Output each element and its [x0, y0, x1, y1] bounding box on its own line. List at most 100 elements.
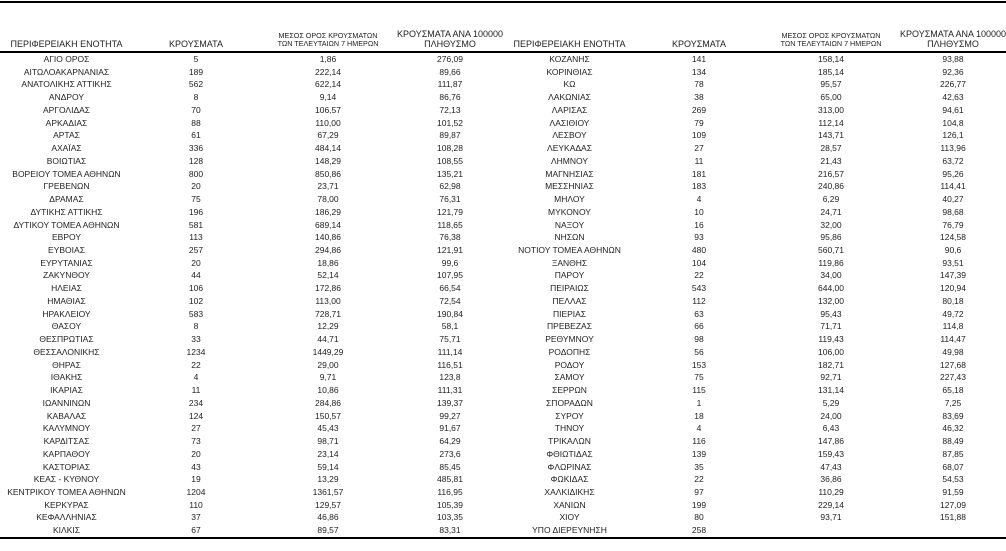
avg7-cell: 113,00 — [315, 295, 341, 306]
avg7-cell: 182,71 — [818, 359, 844, 370]
avg7-cell: 24,00 — [820, 410, 842, 421]
per100k-cell: 113,96 — [940, 143, 966, 154]
table-row: ΘΑΣΟΥ 8 12,29 58,1 — [0, 320, 503, 333]
cases-cell: 4 — [696, 423, 702, 434]
cases-cell: 35 — [694, 461, 704, 472]
cases-cell: 61 — [191, 130, 201, 141]
cases-cell: 27 — [694, 143, 704, 154]
cases-cell: 8 — [193, 321, 199, 332]
region-cell: ΚΑΡΠΑΘΟΥ — [42, 448, 91, 459]
region-cell: ΕΥΡΥΤΑΝΙΑΣ — [40, 257, 93, 268]
per100k-cell — [900, 524, 1006, 538]
table-row: ΑΡΓΟΛΙΔΑΣ 70 106,57 72,13 — [0, 104, 503, 117]
cases-cell: 8 — [193, 92, 199, 103]
per100k-cell: 111,14 — [437, 346, 463, 357]
region-cell: ΚΙΛΚΙΣ — [53, 525, 80, 536]
table-row: ΝΗΣΩΝ 93 95,86 124,58 — [503, 231, 1006, 244]
avg7-cell: 185,14 — [818, 66, 844, 77]
table-row: ΝΑΞΟΥ 16 32,00 76,79 — [503, 219, 1006, 232]
region-cell: ΚΑΒΑΛΑΣ — [46, 410, 87, 421]
region-cell: ΗΡΑΚΛΕΙΟΥ — [42, 308, 91, 319]
avg7-cell: 92,71 — [820, 372, 842, 383]
cases-cell: 22 — [694, 474, 704, 485]
table-row: ΗΜΑΘΙΑΣ 102 113,00 72,54 — [0, 295, 503, 308]
avg7-cell: 59,14 — [317, 461, 339, 472]
avg7-cell: 12,29 — [317, 321, 339, 332]
region-cell: ΠΡΕΒΕΖΑΣ — [547, 321, 592, 332]
per100k-cell: 80,18 — [942, 295, 964, 306]
region-cell: ΣΕΡΡΩΝ — [552, 385, 587, 396]
avg7-cell: 1449,29 — [312, 346, 344, 357]
avg7-cell: 284,86 — [315, 397, 341, 408]
table-row: ΚΕΦΑΛΛΗΝΙΑΣ 37 46,86 103,35 — [0, 511, 503, 524]
cases-cell: 22 — [191, 359, 201, 370]
per100k-cell: 120,94 — [940, 283, 966, 294]
region-cell: ΑΝΑΤΟΛΙΚΗΣ ΑΤΤΙΚΗΣ — [21, 79, 112, 90]
per100k-cell: 65,18 — [942, 385, 964, 396]
table-row: ΔΥΤΙΚΟΥ ΤΟΜΕΑ ΑΘΗΝΩΝ 581 689,14 118,65 — [0, 219, 503, 232]
table-row: ΚΑΛΥΜΝΟΥ 27 45,43 91,67 — [0, 422, 503, 435]
table-row: ΤΗΝΟΥ 4 6,43 46,32 — [503, 422, 1006, 435]
avg7-cell: 148,29 — [315, 155, 341, 166]
table-row: ΠΕΛΛΑΣ 112 132,00 80,18 — [503, 295, 1006, 308]
per100k-cell: 124,58 — [940, 232, 966, 243]
avg7-cell: 93,71 — [820, 512, 842, 523]
per100k-cell: 114,8 — [942, 321, 964, 332]
per100k-cell: 111,31 — [437, 385, 463, 396]
per100k-cell: 42,63 — [942, 92, 964, 103]
cases-cell: 183 — [691, 181, 707, 192]
table-row: ΚΑΣΤΟΡΙΑΣ 43 59,14 85,45 — [0, 461, 503, 474]
region-cell: ΑΡΤΑΣ — [53, 130, 80, 141]
table-row: ΠΡΕΒΕΖΑΣ 66 71,71 114,8 — [503, 320, 1006, 333]
cases-cell: 102 — [188, 295, 204, 306]
per100k-cell: 107,95 — [437, 270, 463, 281]
table-row: ΛΕΥΚΑΔΑΣ 27 28,57 113,96 — [503, 142, 1006, 155]
per100k-cell: 76,38 — [439, 232, 461, 243]
avg7-cell: 484,14 — [315, 143, 341, 154]
per100k-cell: 111,87 — [437, 79, 463, 90]
per100k-cell: 127,68 — [940, 359, 966, 370]
table-row: ΛΑΣΙΘΙΟΥ 79 112,14 104,8 — [503, 117, 1006, 130]
per100k-cell: 95,26 — [942, 168, 964, 179]
avg7-cell: 132,00 — [818, 295, 844, 306]
table-row: ΧΑΛΚΙΔΙΚΗΣ 97 110,29 91,59 — [503, 486, 1006, 499]
avg7-cell: 186,29 — [315, 206, 341, 217]
avg7-cell: 119,43 — [818, 334, 844, 345]
per100k-cell: 99,6 — [441, 257, 459, 268]
cases-cell: 33 — [191, 334, 201, 345]
table-row: ΡΕΘΥΜΝΟΥ 98 119,43 114,47 — [503, 333, 1006, 346]
table-row: ΔΥΤΙΚΗΣ ΑΤΤΙΚΗΣ 196 186,29 121,79 — [0, 206, 503, 219]
per100k-cell: 123,8 — [439, 372, 461, 383]
table-row: ΒΟΙΩΤΙΑΣ 128 148,29 108,55 — [0, 155, 503, 168]
avg7-cell: 29,00 — [317, 359, 339, 370]
per100k-cell: 91,67 — [439, 423, 461, 434]
table-row: ΚΙΛΚΙΣ 67 89,57 83,31 — [0, 524, 503, 538]
tbody-left: ΑΓΙΟ ΟΡΟΣ 5 1,86 276,09 ΑΙΤΩΛΟΑΚΑΡΝΑΝΙΑΣ 189 2… — [0, 52, 503, 538]
cases-cell: 19 — [191, 474, 201, 485]
region-cell: ΕΥΒΟΙΑΣ — [48, 245, 85, 256]
per100k-cell: 190,84 — [437, 308, 463, 319]
avg7-cell: 1361,57 — [312, 486, 344, 497]
table-row: ΣΑΜΟΥ 75 92,71 227,43 — [503, 371, 1006, 384]
region-cell: ΗΛΕΙΑΣ — [51, 283, 82, 294]
region-cell: ΡΟΔΟΥ — [554, 359, 585, 370]
per100k-cell: 139,37 — [437, 397, 463, 408]
per100k-cell: 83,31 — [439, 525, 461, 536]
region-cell: ΕΒΡΟΥ — [51, 232, 81, 243]
cases-cell: 38 — [694, 92, 704, 103]
col-header-cases: ΚΡΟΥΣΜΑΤΑ — [636, 3, 762, 53]
region-cell: ΚΑΛΥΜΝΟΥ — [42, 423, 91, 434]
region-cell: ΚΟΡΙΝΘΙΑΣ — [546, 66, 593, 77]
avg7-cell: 23,71 — [317, 181, 339, 192]
cases-cell: 112 — [692, 295, 706, 306]
per100k-cell: 68,07 — [942, 461, 964, 472]
avg7-cell: 47,43 — [820, 461, 842, 472]
cases-cell: 543 — [691, 283, 707, 294]
per100k-cell: 118,65 — [437, 219, 463, 230]
col-header-per100k-line1: ΚΡΟΥΣΜΑΤΑ ΑΝΑ 100000 — [900, 29, 1006, 39]
region-cell: ΝΟΤΙΟΥ ΤΟΜΕΑ ΑΘΗΝΩΝ — [518, 245, 621, 256]
per100k-cell: 75,71 — [439, 334, 461, 345]
cases-cell: 581 — [188, 219, 204, 230]
regional-units-table-left: ΠΕΡΙΦΕΡΕΙΑΚΗ ΕΝΟΤΗΤΑ ΚΡΟΥΣΜΑΤΑ ΜΕΣΟΣ ΟΡΟ… — [0, 3, 503, 539]
per100k-cell: 105,39 — [437, 499, 463, 510]
